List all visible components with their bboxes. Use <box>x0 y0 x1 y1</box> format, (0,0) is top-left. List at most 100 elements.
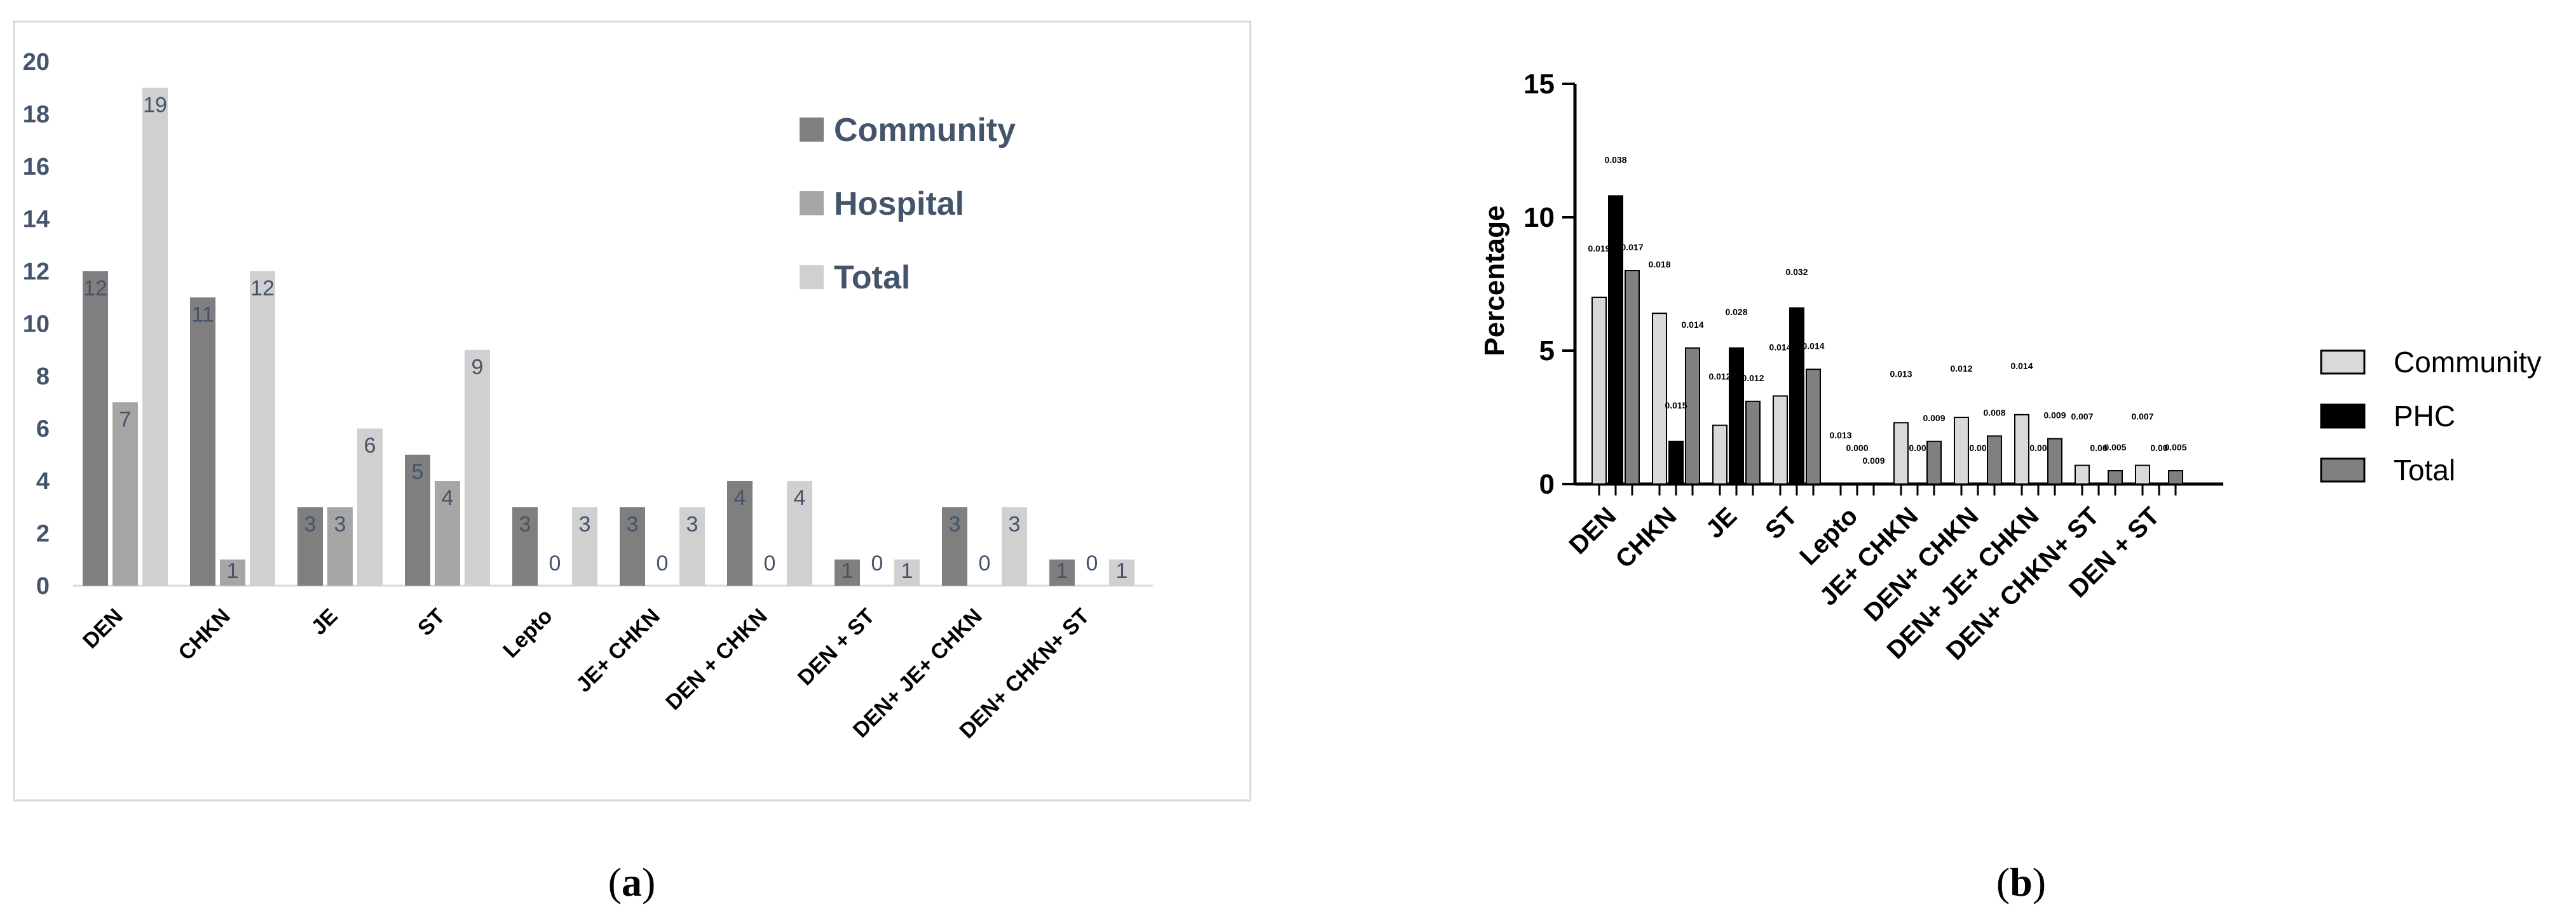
panel-a-caption-open: ( <box>608 859 622 905</box>
panel-a-bar-total-chkn <box>250 271 275 586</box>
panel-b-value-total-den-chkn-st: 0.005 <box>2104 442 2126 452</box>
panel-a-legend: Community Hospital Total <box>800 112 1016 296</box>
panel-a-value-community-st: 5 <box>412 460 424 484</box>
panel-b-bar-community-den-chkn-st <box>2075 464 2090 485</box>
panel-b-caption: (b) <box>1996 859 2046 905</box>
panel-b-value-total-st: 0.014 <box>1802 340 1824 351</box>
panel-b-bar-phc-je <box>1729 347 1744 485</box>
panel-a-bar-total-je-chkn <box>679 507 705 586</box>
panel-a-bars <box>83 88 1135 586</box>
panel-b-caption-close: ) <box>2033 859 2046 905</box>
panel-b-y-tick-0: 0 <box>1539 469 1555 500</box>
panel-b-category-je: JE <box>1701 502 1743 544</box>
panel-b-value-community-den-st: 0.007 <box>2131 412 2153 422</box>
panel-b-value-phc-je-chkn: 0.00 <box>1909 443 1926 453</box>
panel-b-value-community-je: 0.012 <box>1708 372 1731 382</box>
panel-a-bar-community-chkn <box>190 297 215 586</box>
panel-a-bar-total-den-st <box>894 559 920 586</box>
panel-b-value-total-je-chkn: 0.009 <box>1923 413 1945 423</box>
panel-b-data-labels: 0.019 0.038 0.017 0.018 0.015 0.014 0.012 0.028… <box>1588 154 2186 466</box>
panel-b-legend-label-community: Community <box>2394 346 2542 379</box>
panel-a-frame <box>13 20 1251 802</box>
panel-a-y-tick-14: 14 <box>23 206 50 233</box>
panel-a-value-hospital-den: 7 <box>119 407 132 431</box>
panel-a-y-tick-8: 8 <box>36 363 50 390</box>
panel-a-value-hospital-den-st: 0 <box>871 551 883 576</box>
panel-b-bar-total-je <box>1745 400 1761 485</box>
panel-b-y-ticks: 0 5 10 15 <box>1523 69 1575 500</box>
panel-b-value-community-je-chkn: 0.013 <box>1890 368 1912 379</box>
panel-b-caption-open: ( <box>1996 859 2010 905</box>
panel-a-value-total-den-je-chkn: 3 <box>1009 512 1021 536</box>
panel-b-value-phc-den-chkn: 0.00 <box>1969 443 1986 453</box>
panel-a-value-hospital-je: 3 <box>334 512 346 536</box>
panel-a-legend-label-community: Community <box>834 112 1016 149</box>
panel-a-value-community-den: 12 <box>83 276 107 300</box>
panel-b-bar-community-chkn <box>1652 313 1667 485</box>
panel-b-y-tick-5: 5 <box>1539 335 1555 367</box>
panel-a-bar-hospital-je <box>327 507 353 586</box>
panel-a-legend-swatch-hospital <box>800 191 824 215</box>
panel-b-bar-total-den-st <box>2168 470 2183 485</box>
panel-b-caption-letter: b <box>2010 859 2033 905</box>
panel-a-value-total-chkn: 12 <box>250 276 275 300</box>
panel-b-value-community-den: 0.019 <box>1588 243 1610 253</box>
panel-a-value-hospital-st: 4 <box>442 486 454 510</box>
panel-a-bar-community-den <box>83 271 108 586</box>
panel-b-value-phc-lepto: 0.000 <box>1846 443 1868 453</box>
panel-b-legend-swatch-community <box>2320 349 2366 375</box>
panel-b-bar-total-den-chkn-st <box>2108 470 2123 485</box>
panel-a-legend-swatch-total <box>800 265 824 289</box>
panel-a-value-hospital-lepto: 0 <box>549 551 561 576</box>
panel-b-value-phc-chkn: 0.015 <box>1665 400 1687 410</box>
panel-b-value-total-chkn: 0.014 <box>1681 320 1703 330</box>
panel-b-value-community-den-chkn: 0.012 <box>1950 363 1972 374</box>
panel-a-y-tick-12: 12 <box>23 259 50 285</box>
panel-b-value-total-den-je-chkn: 0.009 <box>2043 410 2066 421</box>
panel-a-value-community-chkn: 11 <box>191 302 214 327</box>
panel-a-value-hospital-den-chkn: 0 <box>764 551 776 576</box>
panel-a-value-total-lepto: 3 <box>579 512 591 536</box>
panel-a-bar-community-je <box>297 507 323 586</box>
panel-a-bar-total-den-chkn-st <box>1109 559 1135 586</box>
panel-b-bar-total-st <box>1806 368 1821 485</box>
panel-a-legend-swatch-community <box>800 118 824 142</box>
panel-a-bar-community-st <box>405 454 430 586</box>
panel-b-value-total-den-chkn: 0.008 <box>1983 407 2005 417</box>
panel-a-value-total-den-chkn-st: 1 <box>1116 559 1128 583</box>
panel-b-y-tick-10: 10 <box>1523 202 1555 233</box>
panel-b-category-st: ST <box>1760 502 1803 544</box>
panel-b-bar-community-je <box>1712 424 1728 485</box>
panel-b-bars <box>1591 195 2183 485</box>
panel-a-value-hospital-chkn: 1 <box>227 559 239 583</box>
panel-b-category-chkn: CHKN <box>1611 502 1682 574</box>
panel-a-value-community-den-je-chkn: 3 <box>949 512 961 536</box>
panel-b-bar-community-st <box>1773 395 1788 485</box>
panel-a-bar-total-den <box>142 88 168 586</box>
panel-a-bar-community-den-st <box>835 559 860 586</box>
panel-b-legend-label-total: Total <box>2394 454 2455 487</box>
panel-b-y-tick-15: 15 <box>1523 69 1555 100</box>
panel-b-value-total-lepto: 0.009 <box>1862 455 1884 466</box>
panel-b-legend-swatch-total <box>2320 457 2366 483</box>
panel-a-value-community-den-chkn: 4 <box>734 486 746 510</box>
panel-a-value-total-st: 9 <box>472 355 484 379</box>
panel-a-y-tick-20: 20 <box>23 49 50 76</box>
panel-a-y-tick-16: 16 <box>23 154 50 180</box>
panel-b-value-community-lepto: 0.013 <box>1829 430 1851 440</box>
panel-b-value-phc-den-je-chkn: 0.00 <box>2029 443 2047 453</box>
panel-a-caption-letter: a <box>622 859 642 905</box>
panel-a-value-total-den: 19 <box>143 93 167 117</box>
panel-a-bar-community-lepto <box>512 507 538 586</box>
panel-a-y-tick-2: 2 <box>36 521 50 548</box>
panel-a-caption-close: ) <box>642 859 655 905</box>
panel-b-y-axis-title: Percentage <box>1479 205 1510 356</box>
panel-b-value-community-chkn: 0.018 <box>1648 259 1670 269</box>
panel-b-legend-label-phc: PHC <box>2394 400 2455 433</box>
panel-b-bar-total-je-chkn <box>1926 440 1942 485</box>
panel-a-bar-total-lepto <box>572 507 597 586</box>
panel-b-value-community-den-chkn-st: 0.007 <box>2071 412 2093 422</box>
